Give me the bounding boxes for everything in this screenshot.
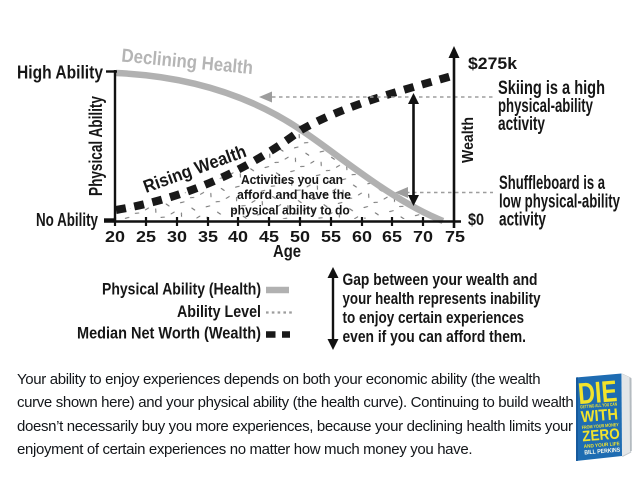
svg-text:low physical-ability: low physical-ability: [499, 192, 620, 213]
svg-text:to enjoy certain experiences: to enjoy certain experiences: [343, 309, 525, 327]
svg-text:$275k: $275k: [468, 55, 518, 73]
svg-text:even if you can afford them.: even if you can afford them.: [343, 328, 527, 346]
svg-text:65: 65: [382, 229, 402, 246]
svg-text:70: 70: [413, 229, 433, 246]
svg-text:$0: $0: [468, 211, 484, 229]
svg-text:35: 35: [198, 229, 218, 246]
svg-text:Wealth: Wealth: [460, 117, 477, 163]
svg-text:50: 50: [290, 229, 310, 246]
svg-text:Activities you can: Activities you can: [241, 172, 343, 187]
svg-text:your health represents inabili: your health represents inability: [343, 290, 542, 308]
svg-text:Median Net Worth (Wealth): Median Net Worth (Wealth): [77, 325, 261, 343]
svg-text:WITH: WITH: [580, 406, 618, 426]
svg-text:BILL PERKINS: BILL PERKINS: [584, 448, 620, 457]
svg-text:activity: activity: [498, 114, 545, 135]
svg-text:25: 25: [136, 229, 156, 246]
svg-text:55: 55: [321, 229, 341, 246]
svg-text:75: 75: [445, 229, 465, 246]
svg-text:20: 20: [105, 229, 125, 246]
svg-text:60: 60: [352, 229, 372, 246]
svg-text:physical-ability: physical-ability: [498, 96, 593, 117]
svg-text:Gap between your wealth and: Gap between your wealth and: [343, 271, 538, 289]
svg-text:High Ability: High Ability: [17, 62, 104, 83]
svg-text:30: 30: [167, 229, 187, 246]
svg-text:45: 45: [259, 229, 279, 246]
svg-text:Ability Level: Ability Level: [177, 303, 261, 321]
svg-text:Skiing is a high: Skiing is a high: [498, 78, 605, 99]
svg-text:FROM YOUR MONEY: FROM YOUR MONEY: [582, 422, 619, 430]
svg-text:Physical Ability: Physical Ability: [86, 96, 106, 196]
svg-text:Age: Age: [273, 241, 301, 261]
svg-text:Physical Ability (Health): Physical Ability (Health): [102, 281, 261, 299]
svg-text:DIE: DIE: [577, 375, 619, 411]
svg-text:afford and have the: afford and have the: [237, 187, 351, 202]
svg-text:40: 40: [228, 229, 248, 246]
svg-text:ZERO: ZERO: [582, 425, 621, 445]
svg-text:activity: activity: [499, 210, 546, 231]
svg-text:GETTING ALL YOU CAN: GETTING ALL YOU CAN: [580, 401, 618, 409]
svg-text:Shuffleboard is a: Shuffleboard is a: [499, 173, 605, 194]
svg-text:AND YOUR LIFE: AND YOUR LIFE: [584, 441, 621, 450]
svg-text:No Ability: No Ability: [36, 210, 98, 230]
svg-text:physical ability to do: physical ability to do: [230, 203, 350, 218]
